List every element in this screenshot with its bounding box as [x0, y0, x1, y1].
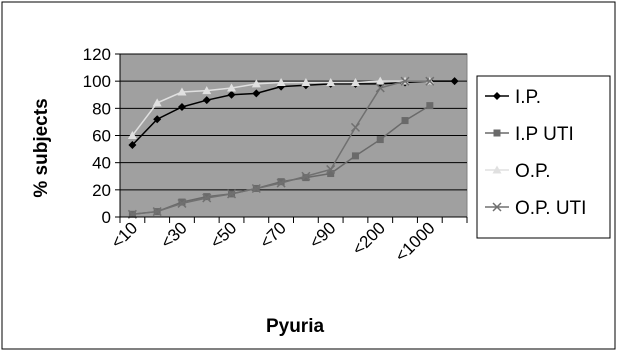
legend-label: O.P.: [515, 161, 551, 182]
data-point: [153, 115, 162, 124]
legend-marker: [493, 129, 501, 137]
x-axis-title: Pyuria: [266, 316, 325, 337]
data-point: [251, 183, 261, 194]
data-point: [301, 78, 311, 87]
legend-label: I.P UTI: [515, 124, 574, 145]
data-point: [177, 198, 187, 208]
data-point: [326, 78, 336, 87]
data-point: [375, 83, 385, 93]
data-point: [327, 170, 335, 178]
data-point: [350, 78, 360, 87]
data-point: [202, 86, 212, 95]
data-point: [127, 131, 137, 139]
data-point: [351, 152, 359, 160]
y-tick-label: 120: [83, 45, 111, 64]
y-tick-label: 40: [92, 154, 111, 173]
legend-entry: I.P.: [485, 87, 541, 108]
y-tick-label: 80: [92, 99, 111, 118]
data-point: [401, 117, 409, 125]
y-tick-label: 20: [92, 181, 111, 200]
legend-marker: [493, 92, 501, 100]
data-point: [425, 76, 435, 86]
data-point: [177, 102, 186, 111]
series-3: [127, 76, 435, 219]
legend-label: I.P.: [515, 87, 541, 108]
data-point: [375, 76, 385, 85]
data-point: [251, 79, 261, 88]
data-point: [252, 89, 261, 98]
legend-marker: [492, 165, 502, 174]
data-point: [276, 78, 286, 87]
data-point: [276, 178, 286, 188]
data-point: [400, 76, 410, 86]
data-point: [177, 87, 187, 96]
data-point: [277, 178, 285, 186]
data-point: [450, 77, 459, 86]
legend-box: [476, 75, 611, 239]
legend-label: O.P. UTI: [515, 198, 586, 219]
data-point: [128, 141, 137, 150]
data-point: [202, 193, 212, 203]
data-point: [302, 174, 310, 182]
legend-entry: I.P UTI: [485, 124, 574, 145]
legend-entry: O.P. UTI: [485, 198, 586, 219]
y-axis-title: % subjects: [31, 98, 52, 197]
data-point: [227, 90, 236, 99]
data-point: [203, 193, 211, 201]
data-point: [178, 198, 186, 206]
data-point: [426, 102, 434, 110]
y-tick-label: 100: [83, 72, 111, 91]
data-point: [227, 189, 237, 199]
data-point: [227, 83, 237, 92]
data-point: [326, 164, 336, 174]
y-tick-label: 60: [92, 127, 111, 146]
data-point: [301, 171, 311, 181]
y-tick-label: 0: [102, 208, 111, 227]
data-point: [202, 96, 211, 105]
data-point: [376, 136, 384, 144]
data-point: [350, 122, 360, 132]
data-point: [152, 98, 162, 107]
legend-entry: O.P.: [485, 161, 551, 182]
data-point: [152, 207, 162, 217]
legend-marker: [492, 202, 502, 212]
